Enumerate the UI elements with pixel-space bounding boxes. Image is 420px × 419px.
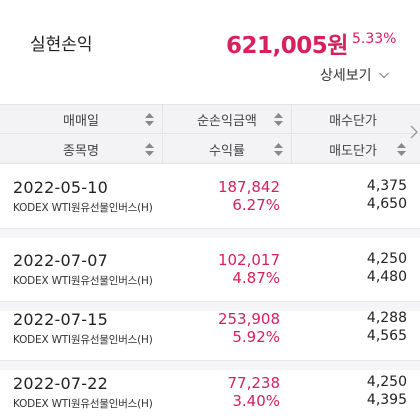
sort-buy-price[interactable]: 매수단가: [292, 105, 414, 134]
return-rate: 3.40%: [232, 392, 280, 410]
header-sell-price: 매도단가: [329, 144, 377, 159]
sort-icon: [274, 113, 283, 126]
trade-date: 2022-07-07: [13, 251, 108, 270]
net-profit: 77,238: [227, 374, 281, 392]
stock-name: KODEX WTI원유선물인버스(H): [13, 202, 153, 214]
sort-stock-name[interactable]: 종목명: [0, 135, 163, 164]
trade-date: 2022-07-15: [13, 310, 108, 329]
table-row[interactable]: 2022-07-22 KODEX WTI원유선물인버스(H) 77,238 3.…: [0, 361, 420, 419]
net-profit: 187,842: [217, 178, 280, 196]
buy-price: 4,288: [366, 310, 407, 326]
header-row-2: 종목명 수익률 매도단가: [0, 135, 420, 164]
header-net-profit: 순손익금액: [197, 114, 257, 129]
sort-icon: [145, 143, 154, 156]
sell-price: 4,395: [366, 392, 407, 408]
return-rate: 4.87%: [232, 269, 280, 287]
trade-date: 2022-05-10: [13, 178, 108, 197]
sort-sell-price[interactable]: 매도단가: [292, 135, 414, 164]
sort-icon: [397, 143, 406, 156]
stock-name: KODEX WTI원유선물인버스(H): [13, 334, 153, 346]
buy-price: 4,375: [366, 178, 407, 194]
buy-price: 4,250: [366, 374, 407, 390]
header-trade-date: 매매일: [63, 114, 99, 129]
trade-date: 2022-07-22: [13, 374, 108, 393]
chevron-right-icon[interactable]: [410, 125, 418, 139]
header-row-1: 매매일 순손익금액 매수단가: [0, 105, 420, 134]
sort-icon: [274, 143, 283, 156]
chevron-down-icon: [378, 72, 389, 79]
stock-name: KODEX WTI원유선물인버스(H): [13, 275, 153, 287]
sort-net-profit[interactable]: 순손익금액: [163, 105, 292, 134]
detail-button-label: 상세보기: [320, 68, 372, 84]
net-profit: 253,908: [217, 310, 280, 328]
sell-price: 4,480: [366, 269, 407, 285]
realized-pnl-summary: 실현손익 621,005원 5.33% 상세보기: [0, 0, 420, 100]
row-divider: [0, 302, 420, 311]
table-row[interactable]: 2022-07-15 KODEX WTI원유선물인버스(H) 253,908 5…: [0, 297, 420, 361]
sell-price: 4,565: [366, 328, 407, 344]
table-header: 매매일 순손익금액 매수단가 종목명 수익률 매도단가: [0, 104, 420, 164]
sort-return-rate[interactable]: 수익률: [163, 135, 292, 164]
return-rate: 5.92%: [232, 328, 280, 346]
summary-label: 실현손익: [30, 35, 93, 55]
summary-amount: 621,005원: [226, 33, 348, 59]
sort-icon: [145, 113, 154, 126]
table-row[interactable]: 2022-07-07 KODEX WTI원유선물인버스(H) 102,017 4…: [0, 238, 420, 302]
sell-price: 4,650: [366, 196, 407, 212]
sort-trade-date[interactable]: 매매일: [0, 105, 163, 134]
detail-button[interactable]: 상세보기: [320, 64, 390, 86]
net-profit: 102,017: [217, 251, 280, 269]
header-return-rate: 수익률: [209, 144, 245, 159]
buy-price: 4,250: [366, 251, 407, 267]
summary-rate: 5.33%: [352, 31, 397, 47]
row-divider: [0, 229, 420, 238]
return-rate: 6.27%: [232, 196, 280, 214]
stock-name: KODEX WTI원유선물인버스(H): [13, 398, 153, 410]
header-buy-price: 매수단가: [329, 114, 377, 129]
header-stock-name: 종목명: [63, 144, 99, 159]
row-divider: [0, 361, 420, 370]
table-row[interactable]: 2022-05-10 KODEX WTI원유선물인버스(H) 187,842 6…: [0, 165, 420, 229]
